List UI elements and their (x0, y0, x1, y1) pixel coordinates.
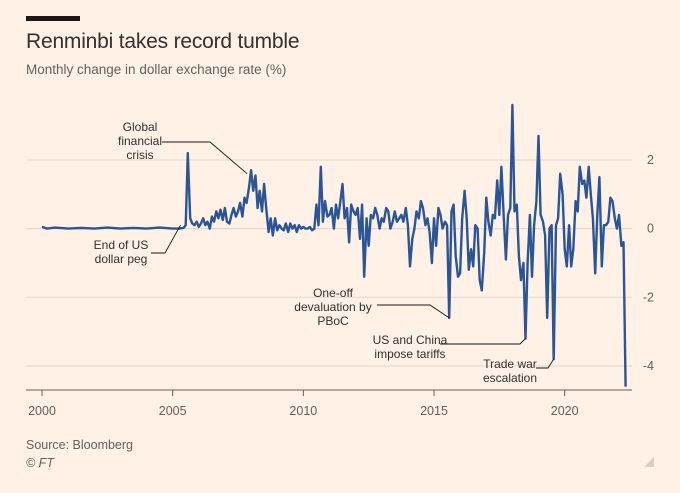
y-tick-label: 2 (647, 153, 654, 167)
chart-subtitle: Monthly change in dollar exchange rate (… (26, 62, 287, 77)
x-tick-label: 2020 (551, 404, 579, 418)
annotation-leader (377, 304, 450, 319)
line-chart: 2 0 -2 -4 2000 2005 2010 2015 2020 Global financia… (26, 103, 654, 418)
x-tick-label: 2000 (28, 404, 56, 418)
annotation-label: End of US dollar peg (94, 238, 149, 266)
annotation-label: US and China impose tariffs (373, 333, 448, 361)
x-tick-label: 2015 (420, 404, 448, 418)
resize-corner-icon (644, 457, 654, 467)
source-note: Source: Bloomberg (26, 438, 134, 452)
x-tick-label: 2005 (159, 404, 187, 418)
annotation-leader (151, 224, 181, 254)
annotation-leader (162, 141, 248, 175)
ft-credit: © FT (26, 456, 54, 470)
annotation-leader (536, 358, 555, 369)
y-tick-label: -2 (643, 290, 654, 304)
brand-bar (26, 16, 80, 21)
annotation-label: One-off devaluation by PBoC (294, 286, 371, 328)
annotation-label: Trade war escalation (483, 357, 537, 385)
annotation-leader (440, 338, 526, 345)
chart-title: Renminbi takes record tumble (26, 30, 300, 53)
series-line (41, 103, 627, 387)
y-tick-label: -4 (643, 359, 654, 373)
y-tick-label: 0 (647, 222, 654, 236)
x-tick-label: 2010 (289, 404, 317, 418)
annotation-label: Global financial crisis (118, 120, 162, 162)
